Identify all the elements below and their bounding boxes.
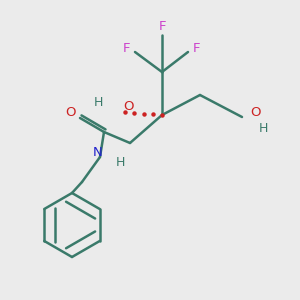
Text: H: H [93, 95, 103, 109]
Text: F: F [193, 43, 201, 56]
Text: O: O [124, 100, 134, 113]
Text: F: F [158, 20, 166, 32]
Text: F: F [122, 43, 130, 56]
Text: O: O [66, 106, 76, 119]
Text: H: H [115, 157, 125, 169]
Text: N: N [93, 146, 103, 160]
Text: O: O [250, 106, 260, 118]
Text: H: H [258, 122, 268, 136]
